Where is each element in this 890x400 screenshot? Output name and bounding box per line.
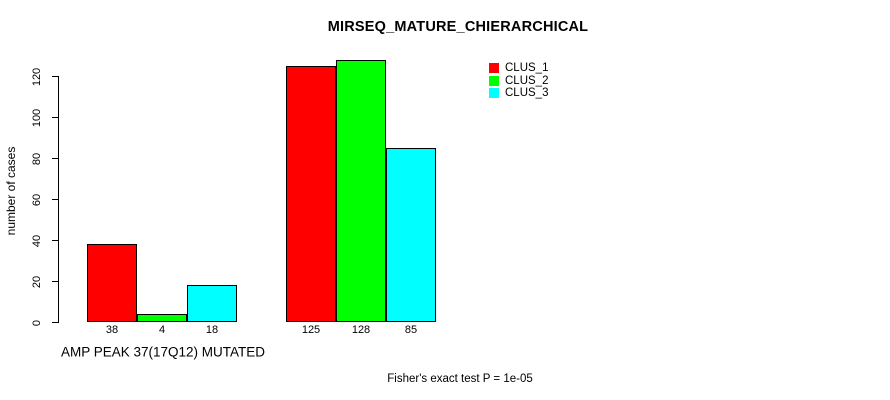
bar-value-label: 125 <box>301 324 321 336</box>
y-tick-mark <box>52 281 58 283</box>
y-tick-mark <box>52 199 58 201</box>
chart-title: MIRSEQ_MATURE_CHIERARCHICAL <box>327 19 589 35</box>
y-tick-mark <box>52 117 58 119</box>
bar-clus_3-group1 <box>187 285 237 322</box>
bar-clus_3-group2 <box>386 147 436 322</box>
stat-annotation: Fisher's exact test P = 1e-05 <box>387 373 533 385</box>
legend-swatch-clus_3 <box>489 88 499 98</box>
bar-clus_2-group2 <box>336 59 386 322</box>
y-tick-mark <box>52 240 58 242</box>
y-tick-mark <box>52 158 58 160</box>
legend-swatch-clus_1 <box>489 63 499 73</box>
bar-clus_1-group1 <box>87 244 137 322</box>
x-axis-label: AMP PEAK 37(17Q12) MUTATED <box>60 344 266 360</box>
bar-value-label: 85 <box>404 324 418 336</box>
y-tick-mark <box>52 322 58 324</box>
legend-label-clus_3: CLUS_3 <box>505 87 549 99</box>
y-axis-line <box>58 76 60 323</box>
bar-value-label: 38 <box>105 324 119 336</box>
bar-value-label: 18 <box>205 324 219 336</box>
legend-label-clus_1: CLUS_1 <box>505 62 549 74</box>
y-tick-mark <box>52 76 58 78</box>
bar-clus_2-group1 <box>137 313 187 322</box>
legend-swatch-clus_2 <box>489 75 499 86</box>
bar-clus_1-group2 <box>286 65 336 322</box>
bar-value-label: 4 <box>158 324 166 336</box>
legend-label-clus_2: CLUS_2 <box>505 74 549 87</box>
bar-value-label: 128 <box>351 324 371 336</box>
